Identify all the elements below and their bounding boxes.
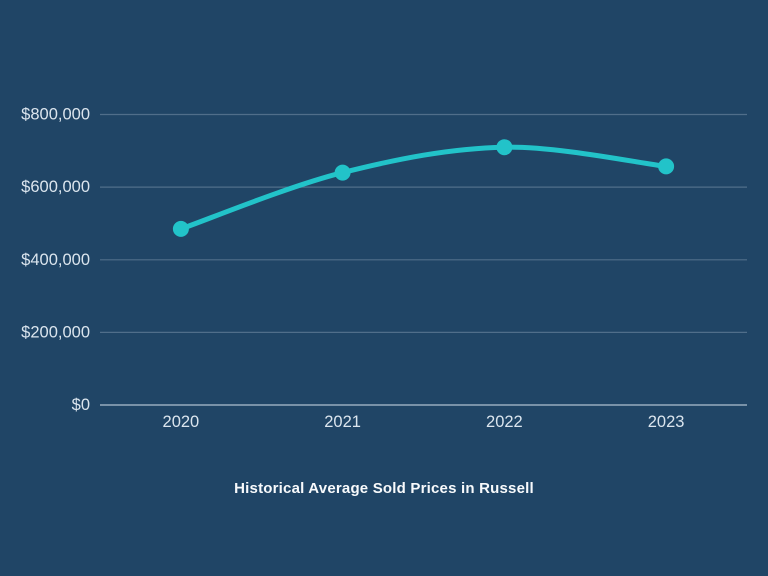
y-axis-tick-label: $400,000 xyxy=(21,251,90,269)
price-line-series xyxy=(178,144,669,232)
data-point-dot xyxy=(172,220,189,237)
data-point-dot xyxy=(496,139,513,156)
y-axis-tick-label: $0 xyxy=(72,396,90,414)
y-axis-tick-label: $600,000 xyxy=(21,178,90,196)
x-axis-tick-label: 2020 xyxy=(163,413,200,431)
data-point-dot xyxy=(658,158,675,175)
y-axis-tick-label: $800,000 xyxy=(21,106,90,124)
data-point-dot xyxy=(334,164,351,181)
x-axis-tick-label: 2023 xyxy=(648,413,685,431)
x-axis-tick-label: 2021 xyxy=(324,413,361,431)
chart-title: Historical Average Sold Prices in Russel… xyxy=(234,480,534,497)
x-axis-tick-label: 2022 xyxy=(486,413,523,431)
y-axis-tick-label: $200,000 xyxy=(21,323,90,341)
